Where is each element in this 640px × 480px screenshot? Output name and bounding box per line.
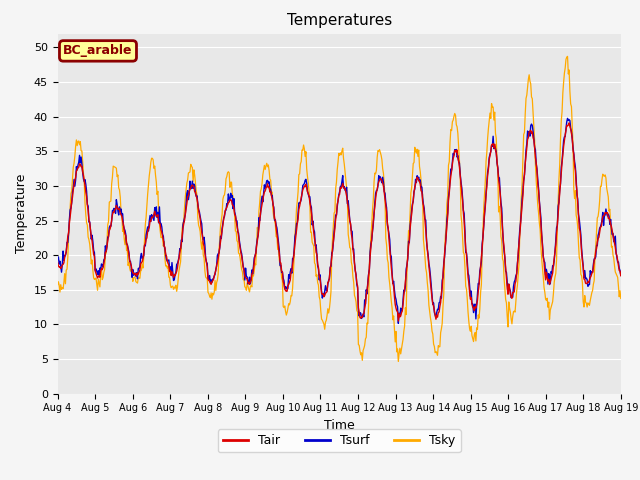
Tair <box>565 120 573 126</box>
Line: Tair: Tair <box>58 123 621 321</box>
Text: BC_arable: BC_arable <box>63 44 132 58</box>
Tsky <box>54 282 61 288</box>
Tsky <box>209 290 216 296</box>
Tsurf <box>54 256 61 262</box>
Tsky <box>394 359 402 364</box>
Tsurf <box>408 201 416 207</box>
Tair <box>394 318 402 324</box>
Legend: Tair, Tsurf, Tsky: Tair, Tsurf, Tsky <box>218 429 461 452</box>
Tsurf <box>425 261 433 266</box>
Tsky <box>179 220 187 226</box>
Tsurf <box>394 321 402 326</box>
Tair <box>425 263 433 269</box>
Tair <box>179 226 187 232</box>
Tsky <box>617 296 625 301</box>
Tair <box>209 278 216 284</box>
Tsky <box>564 53 572 59</box>
Tair <box>64 234 72 240</box>
Tsky <box>425 302 433 308</box>
Tsurf <box>617 272 625 278</box>
Y-axis label: Temperature: Temperature <box>15 174 28 253</box>
Tsurf <box>122 231 129 237</box>
Tsurf <box>64 240 72 245</box>
Tsky <box>408 173 416 179</box>
Tair <box>617 273 625 278</box>
Tair <box>54 259 61 265</box>
Line: Tsurf: Tsurf <box>58 119 621 324</box>
Tsurf <box>209 276 216 282</box>
Title: Temperatures: Temperatures <box>287 13 392 28</box>
Tsky <box>64 255 72 261</box>
Line: Tsky: Tsky <box>58 56 621 361</box>
Tair <box>408 203 416 209</box>
X-axis label: Time: Time <box>324 419 355 432</box>
Tsky <box>122 233 129 239</box>
Tsurf <box>564 116 572 121</box>
Tair <box>122 233 129 239</box>
Tsurf <box>179 222 187 228</box>
